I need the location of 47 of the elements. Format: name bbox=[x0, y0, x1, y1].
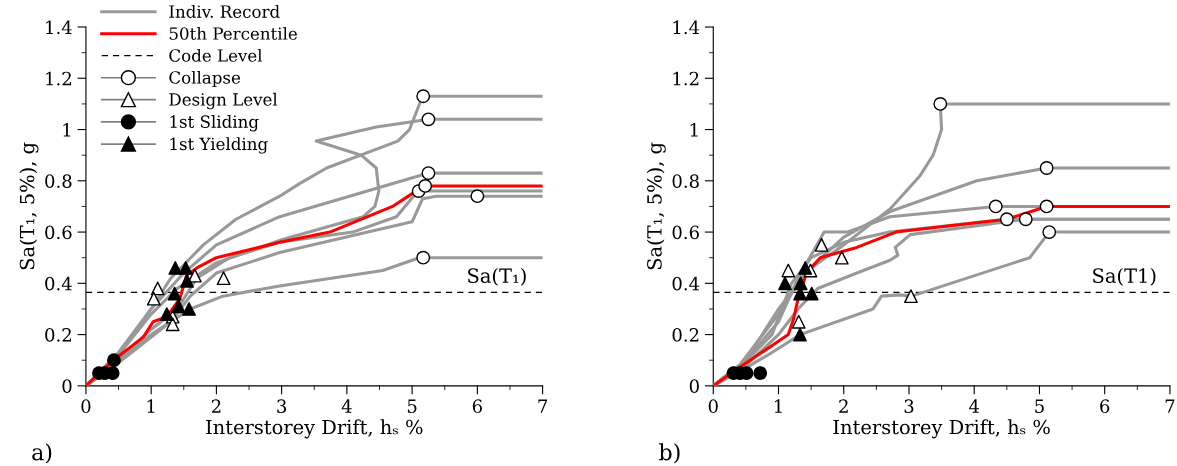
x-tick-label: 7 bbox=[1165, 399, 1175, 413]
y-axis-title: Sa(T₁, 5%), g bbox=[646, 142, 666, 270]
legend-label: 1st Sliding bbox=[170, 115, 259, 132]
y-tick-label: 1.4 bbox=[46, 20, 72, 35]
y-tick-label: 0.4 bbox=[672, 276, 700, 291]
y-tick-label: 0.4 bbox=[45, 276, 72, 291]
annotation: Sa(T₁) bbox=[468, 267, 526, 286]
x-tick-label: 5 bbox=[1035, 399, 1044, 414]
y-tick-label: 0 bbox=[62, 379, 72, 393]
y-tick-label: 0 bbox=[689, 379, 699, 393]
y-tick-label: 1.2 bbox=[673, 71, 699, 86]
y-tick-label: 1.2 bbox=[46, 71, 71, 86]
legend-label: Indiv. Record bbox=[169, 4, 280, 18]
x-tick-label: 0 bbox=[81, 399, 91, 414]
x-tick-label: 6 bbox=[472, 399, 482, 414]
x-tick-label: 2 bbox=[211, 399, 221, 413]
y-tick-label: 0.6 bbox=[672, 225, 699, 240]
y-tick-label: 0.2 bbox=[45, 328, 71, 342]
x-tick-label: 3 bbox=[277, 399, 287, 414]
x-tick-label: 5 bbox=[407, 399, 417, 414]
y-tick-label: 0.8 bbox=[672, 174, 699, 188]
x-tick-label: 6 bbox=[1100, 399, 1110, 414]
x-tick-label: 7 bbox=[538, 399, 548, 413]
legend-label: Collapse bbox=[169, 70, 241, 88]
x-tick-label: 4 bbox=[969, 399, 980, 413]
x-tick-label: 4 bbox=[341, 399, 352, 413]
y-tick-label: 1 bbox=[690, 123, 698, 137]
x-axis-title: Interstorey Drift, hₛ % bbox=[833, 419, 1050, 439]
x-tick-label: 1 bbox=[147, 399, 155, 413]
x-axis-title: Interstorey Drift, hₛ % bbox=[206, 419, 423, 439]
legend-label: 1st Yielding bbox=[170, 137, 268, 154]
y-tick-label: 0.2 bbox=[672, 328, 699, 342]
y-tick-label: 1 bbox=[63, 123, 71, 137]
y-tick-label: 0.8 bbox=[45, 174, 72, 188]
x-tick-label: 2 bbox=[839, 399, 848, 413]
annotation: Sa(T1) bbox=[1093, 267, 1156, 286]
x-tick-label: 3 bbox=[904, 399, 914, 414]
y-tick-label: 0.6 bbox=[45, 225, 72, 240]
y-axis-title: Sa(T₁, 5%), g bbox=[19, 142, 39, 270]
x-tick-label: 0 bbox=[708, 399, 718, 414]
x-tick-label: 1 bbox=[774, 399, 782, 413]
text: b) bbox=[659, 443, 680, 464]
legend-label: 50th Percentile bbox=[169, 26, 297, 40]
legend-label: Design Level bbox=[169, 92, 278, 110]
y-tick-label: 1.4 bbox=[673, 20, 700, 35]
text: a) bbox=[32, 443, 52, 464]
legend-label: Code Level bbox=[169, 48, 263, 62]
